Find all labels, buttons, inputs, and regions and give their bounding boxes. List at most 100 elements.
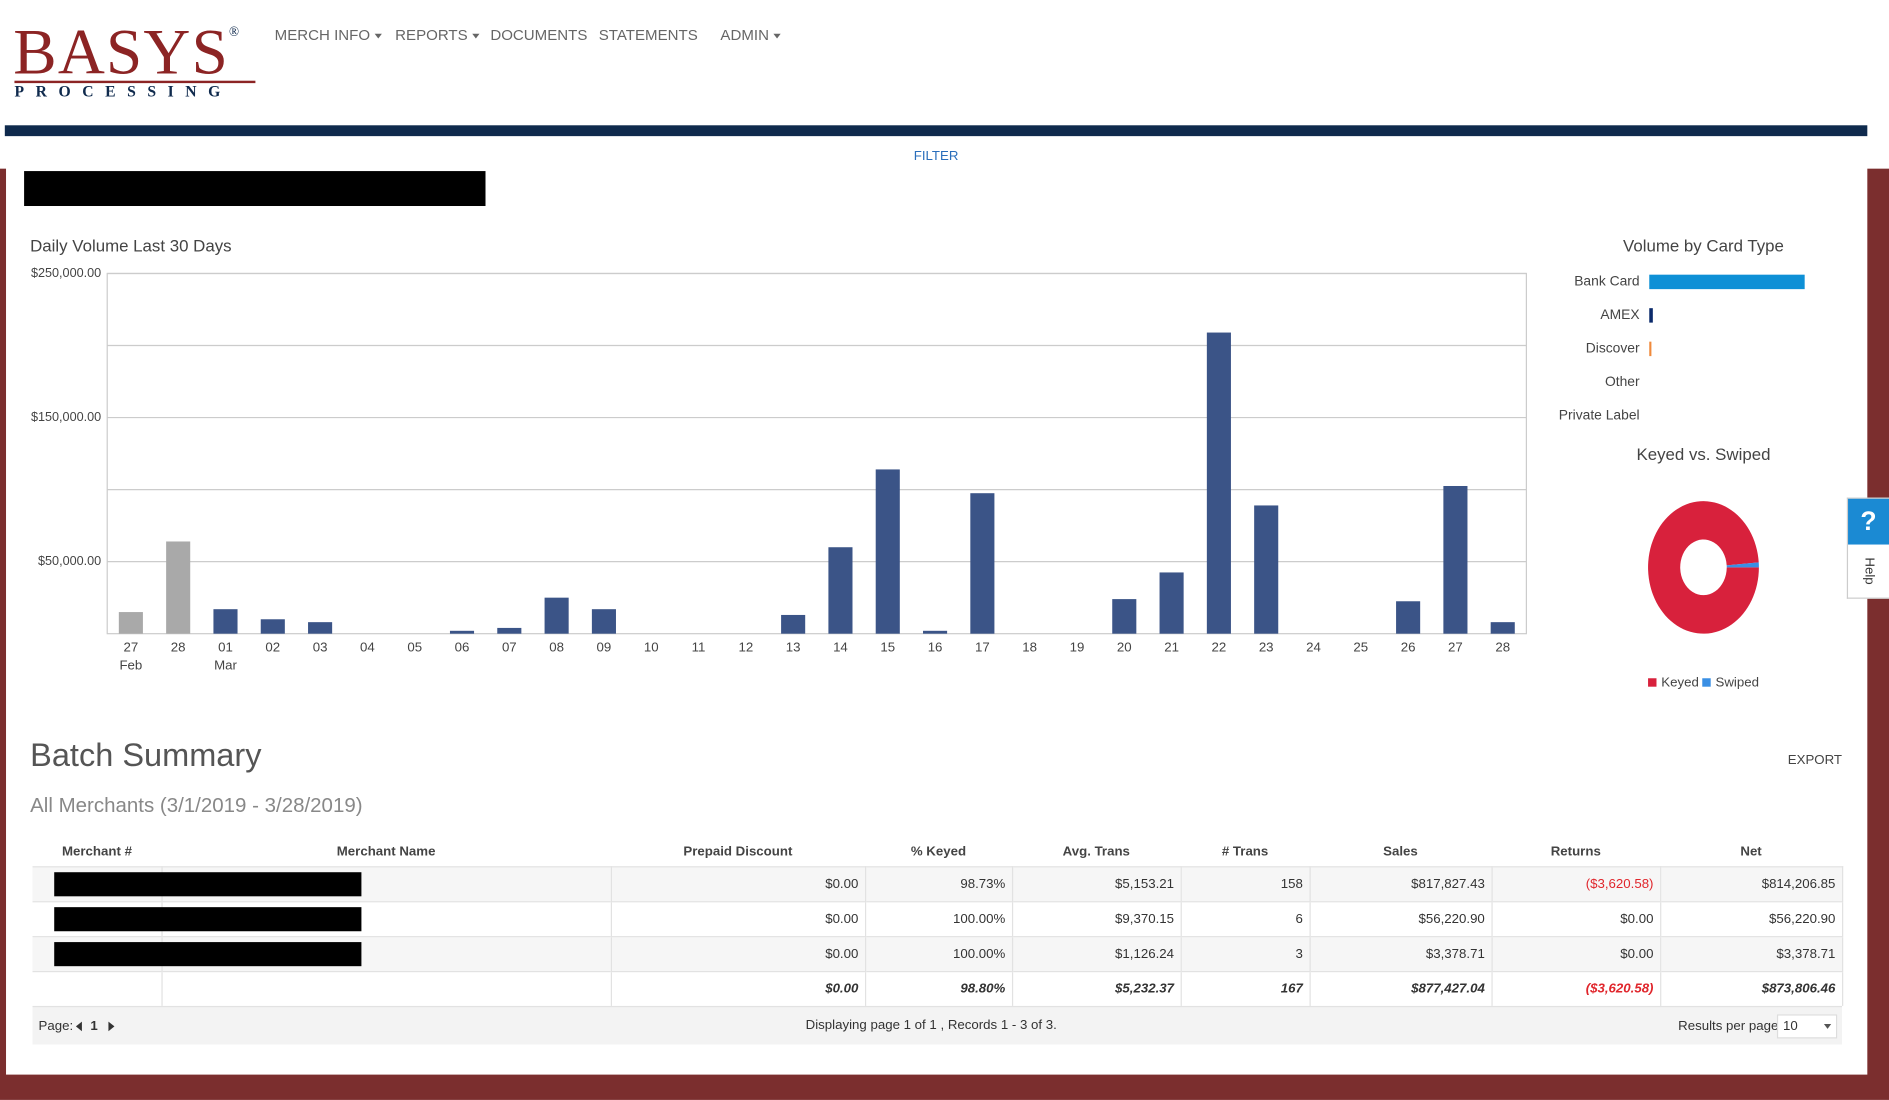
logo-rule (14, 80, 256, 84)
category-label: Bank Card (1574, 273, 1639, 289)
bar (1443, 485, 1468, 634)
prev-page[interactable] (75, 1021, 82, 1032)
x-tick-label: 28 (1495, 640, 1510, 655)
batch-table: Merchant # Merchant Name Prepaid Discount%… (32, 837, 1843, 1006)
x-group-label: Mar (214, 658, 237, 673)
logo[interactable]: BASYS® (13, 19, 240, 84)
cell: $5,153.21 (1011, 866, 1182, 902)
help-icon: ? (1848, 498, 1889, 545)
legend-label: Keyed (1661, 675, 1699, 690)
bar (1490, 622, 1515, 634)
cell: $3,378.71 (1660, 936, 1843, 972)
bar (875, 469, 900, 634)
nav-item[interactable]: STATEMENTS (599, 27, 698, 44)
x-tick-label: 11 (692, 640, 706, 655)
help-tab[interactable]: ? Help (1846, 497, 1889, 599)
cell: $873,806.46 (1660, 971, 1843, 1006)
column-header[interactable]: Sales (1383, 844, 1418, 859)
category-label: Private Label (1559, 407, 1640, 423)
nav-label: STATEMENTS (598, 26, 698, 44)
bar (1649, 274, 1805, 290)
cell: $0.00 (610, 971, 866, 1006)
x-tick-label: 19 (1070, 640, 1085, 655)
totals-row: $0.00 98.80% $5,232.37 167 $877,427.04 ($3,62… (32, 971, 1843, 1006)
batch-title: Batch Summary (30, 737, 262, 774)
logo-name: BASYS (13, 15, 229, 88)
bar (1649, 341, 1652, 357)
bar (118, 612, 143, 634)
export-button[interactable]: EXPORT (1787, 752, 1843, 768)
nav-label: DOCUMENTS (490, 26, 588, 44)
logo-sub: PROCESSING (14, 81, 232, 100)
nav-label: ADMIN (720, 26, 769, 44)
help-label: Help (1861, 557, 1877, 585)
nav-label: REPORTS (395, 26, 468, 44)
page-number[interactable]: 1 (90, 1019, 98, 1034)
x-tick-label: 07 (502, 640, 517, 655)
per-page-label: Results per page: (1678, 1019, 1783, 1034)
redaction (24, 171, 486, 207)
bar (308, 622, 333, 634)
nav-item[interactable]: ADMIN (720, 26, 781, 44)
table-row: $0.00 98.73% $5,153.21 158 $817,827.43 ($3,62… (32, 866, 1843, 902)
per-page-value: 10 (1782, 1019, 1798, 1034)
cell (32, 971, 163, 1006)
x-tick-label: 17 (975, 640, 990, 655)
x-tick-label: 20 (1117, 640, 1132, 655)
next-page[interactable] (108, 1021, 115, 1032)
nav-item[interactable]: DOCUMENTS (490, 27, 587, 44)
chart-title: Daily Volume Last 30 Days (30, 236, 231, 255)
column-header[interactable]: % Keyed (910, 844, 967, 859)
y-tick-label: $250,000.00 (31, 266, 101, 280)
nav-item[interactable]: MERCH INFO (274, 26, 383, 44)
x-tick-label: 06 (455, 640, 470, 655)
cell: $0.00 (610, 936, 866, 972)
redaction (54, 942, 362, 967)
x-tick-label: 08 (549, 640, 564, 655)
legend-swatch (1648, 678, 1657, 687)
pager: Page: 1 Displaying page 1 of 1 , Records… (32, 1005, 1843, 1045)
x-tick-label: 25 (1353, 640, 1368, 655)
column-header[interactable]: Merchant # (61, 844, 132, 859)
cell: 6 (1180, 901, 1311, 937)
pager-info: Displaying page 1 of 1 , Records 1 - 3 o… (805, 1017, 1057, 1033)
x-tick-label: 27 (1448, 640, 1463, 655)
filter-link[interactable]: FILTER (913, 149, 959, 164)
column-header[interactable]: Avg. Trans (1062, 844, 1130, 859)
cell: $0.00 (610, 866, 866, 902)
plot-area (106, 272, 1527, 635)
bar (591, 609, 616, 634)
y-tick-label: $150,000.00 (31, 410, 101, 424)
x-tick-label: 12 (738, 640, 753, 655)
redaction (54, 907, 362, 932)
x-tick-label: 18 (1022, 640, 1037, 655)
bar (1112, 599, 1137, 634)
cell: $1,126.24 (1011, 936, 1182, 972)
x-tick-label: 22 (1212, 640, 1227, 655)
cell: $9,370.15 (1011, 901, 1182, 937)
caret (472, 33, 480, 39)
cell: $0.00 (610, 901, 866, 937)
column-header[interactable]: Prepaid Discount (683, 844, 793, 859)
cell: $56,220.90 (1309, 901, 1493, 937)
column-header[interactable]: Merchant Name (336, 844, 436, 859)
x-tick-label: 15 (880, 640, 895, 655)
cell: $817,827.43 (1309, 866, 1493, 902)
per-page-select[interactable]: 10 (1776, 1014, 1838, 1039)
nav-item[interactable]: REPORTS (395, 26, 480, 44)
column-header[interactable]: Net (1740, 844, 1762, 859)
nav-label: MERCH INFO (274, 26, 371, 44)
bar (781, 614, 806, 634)
cell: $3,378.71 (1309, 936, 1493, 972)
column-header[interactable]: Returns (1550, 844, 1601, 859)
cell: 100.00% (864, 936, 1013, 972)
redaction (54, 872, 362, 897)
column-header[interactable]: # Trans (1221, 844, 1269, 859)
bar (544, 597, 569, 634)
bar (166, 541, 191, 634)
cell: 98.80% (864, 971, 1013, 1006)
x-tick-label: 09 (597, 640, 612, 655)
x-tick-label: 02 (265, 640, 280, 655)
